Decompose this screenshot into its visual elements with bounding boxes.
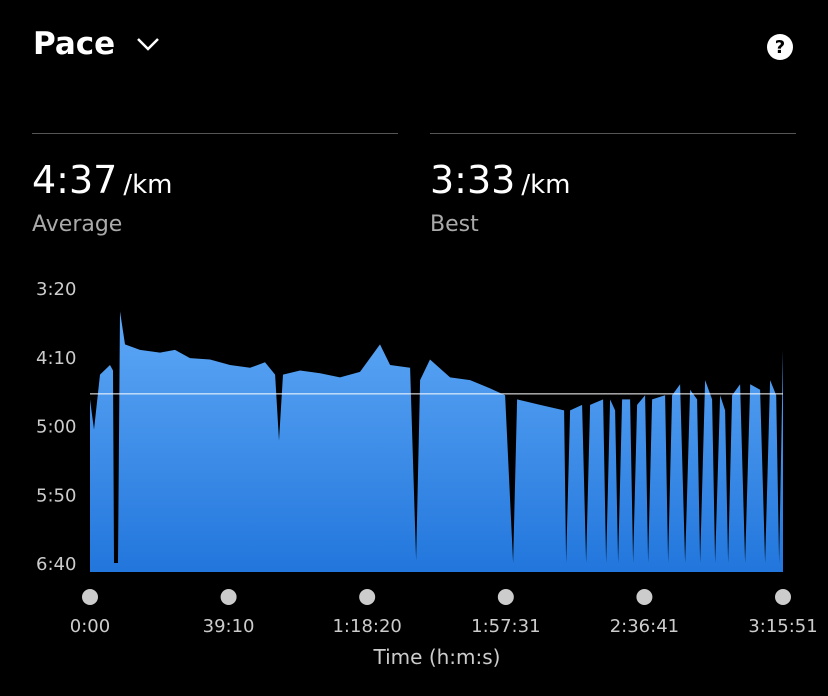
x-tick-dot xyxy=(359,589,376,605)
y-tick-label: 4:10 xyxy=(36,348,76,369)
x-tick-label: 3:15:51 xyxy=(748,616,817,637)
stat-best: 3:33/km Best xyxy=(430,133,796,237)
x-tick-label: 39:10 xyxy=(203,616,255,637)
svg-text:?: ? xyxy=(775,37,785,58)
x-axis-title: Time (h:m:s) xyxy=(373,645,501,669)
x-tick-label: 1:18:20 xyxy=(332,616,401,637)
title: Pace xyxy=(33,26,116,62)
stat-label: Average xyxy=(32,212,123,237)
y-tick-label: 6:40 xyxy=(36,554,76,575)
chart: Time (h:m:s) 3:20 4:10 5:00 5:50 6:40 0:00 39:… xyxy=(36,279,818,669)
x-tick-dot xyxy=(220,589,237,605)
x-tick-label: 1:57:31 xyxy=(471,616,540,637)
x-tick-dot xyxy=(775,589,791,605)
y-tick-label: 5:50 xyxy=(36,485,76,506)
y-tick-label: 5:00 xyxy=(36,417,76,438)
x-tick-label: 0:00 xyxy=(70,616,110,637)
x-tick-dot xyxy=(82,589,98,605)
y-tick-label: 3:20 xyxy=(36,279,76,300)
stat-unit: /km xyxy=(521,170,571,200)
stat-value: 3:33 xyxy=(430,158,516,202)
help-icon[interactable]: ? xyxy=(766,33,794,61)
x-tick-dot xyxy=(636,589,653,605)
stat-unit: /km xyxy=(123,170,173,200)
stat-average: 4:37/km Average xyxy=(32,133,398,237)
chevron xyxy=(137,38,159,51)
x-tick-dot xyxy=(497,589,514,605)
stat-value: 4:37 xyxy=(32,158,118,202)
stat-label: Best xyxy=(430,212,479,237)
x-tick-label: 2:36:41 xyxy=(610,616,679,637)
metric-selector[interactable]: Pace xyxy=(33,26,164,62)
pace-area xyxy=(90,311,783,572)
